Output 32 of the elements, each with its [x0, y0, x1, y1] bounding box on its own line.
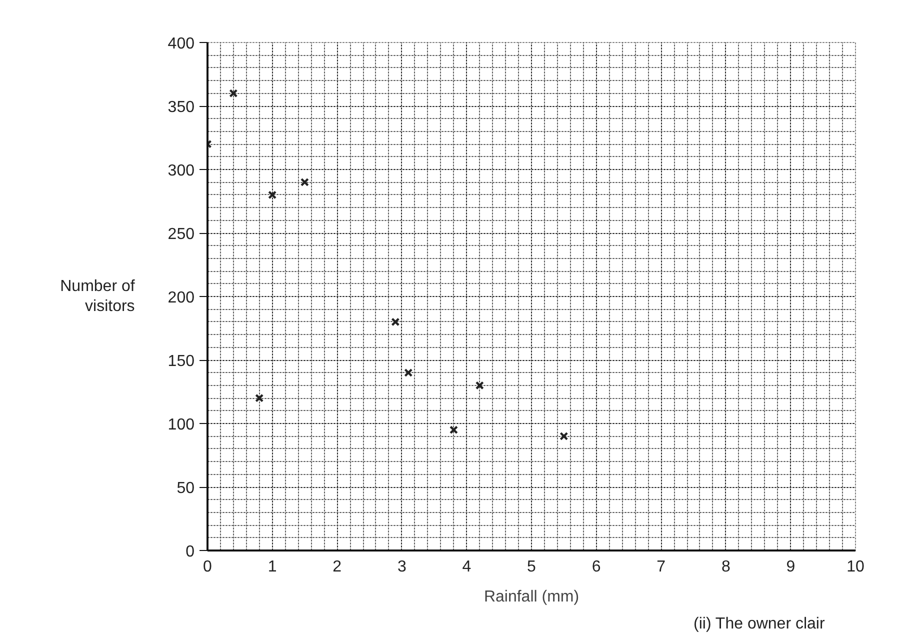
- x-axis-title: Rainfall (mm): [484, 588, 580, 606]
- x-tick-label: 10: [846, 558, 864, 576]
- x-tick-label: 7: [656, 558, 666, 576]
- x-tick-label: 9: [786, 558, 796, 576]
- x-tick-label: 4: [462, 558, 472, 576]
- x-tick-label: 6: [592, 558, 601, 576]
- x-tick-label: 2: [332, 558, 342, 576]
- x-tick-label: 1: [268, 558, 277, 576]
- y-tick-label: 400: [168, 36, 195, 52]
- y-tick-label: 0: [186, 544, 195, 560]
- x-tick-label: 0: [203, 558, 212, 576]
- point: [255, 394, 264, 402]
- point: [229, 89, 238, 98]
- y-tick-label: 350: [168, 99, 195, 116]
- y-tick-label: 300: [168, 162, 195, 180]
- point: [404, 368, 413, 377]
- point: [391, 318, 400, 326]
- point: [449, 426, 458, 434]
- y-tick-label: 250: [168, 226, 195, 243]
- text: (ii) The owner clair: [694, 616, 826, 632]
- y-axis-title: Number of visitors: [60, 278, 136, 316]
- y-tick-label: 150: [168, 353, 195, 370]
- y-tick-label: 200: [168, 290, 195, 306]
- x-tick-label: 3: [397, 558, 406, 576]
- y-tick-label: 100: [168, 416, 195, 434]
- point: [475, 381, 484, 390]
- x-tick-label: 8: [721, 558, 730, 576]
- x-tick-label: 5: [527, 558, 536, 576]
- point: [560, 432, 568, 440]
- point: [300, 178, 309, 186]
- y-tick-label: 50: [176, 480, 195, 497]
- point: [268, 190, 277, 200]
